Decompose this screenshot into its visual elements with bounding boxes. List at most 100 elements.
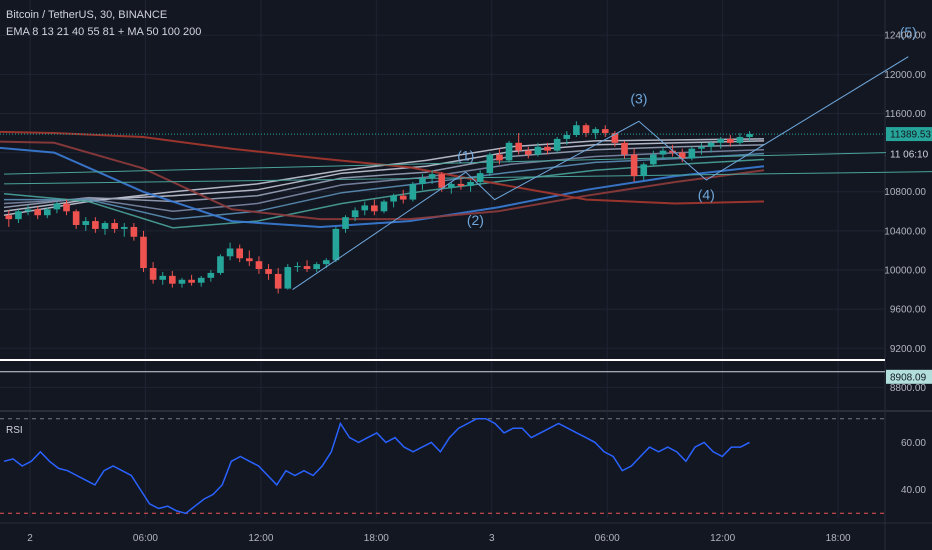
candle-6 xyxy=(63,199,70,216)
candle-body xyxy=(717,138,724,143)
time-tick-label: 3 xyxy=(489,533,495,544)
candle-28 xyxy=(274,268,282,294)
candle-body xyxy=(611,133,619,143)
price-tick-label: 10400.00 xyxy=(884,226,926,237)
support-price-tag: 8908.09 xyxy=(886,369,932,384)
candle-0 xyxy=(5,210,13,227)
candle-body xyxy=(178,279,186,284)
wave-label-4: (5) xyxy=(900,24,917,40)
candle-27 xyxy=(265,264,272,280)
candle-39 xyxy=(380,199,388,214)
candle-44 xyxy=(428,170,436,184)
price-tag-bg xyxy=(886,147,932,162)
candle-body xyxy=(322,260,330,265)
candle-body xyxy=(515,142,522,151)
candle-body xyxy=(650,154,657,165)
candle-body xyxy=(419,178,426,184)
candle-body xyxy=(342,217,349,229)
candle-body xyxy=(438,174,446,188)
symbol-title: Bitcoin / TetherUS, 30, BINANCE xyxy=(6,9,168,21)
candle-body xyxy=(101,223,109,229)
candle-body xyxy=(582,125,590,134)
candle-body xyxy=(380,201,388,212)
elliott-wave-path xyxy=(292,56,909,291)
candle-body xyxy=(92,221,99,229)
candle-body xyxy=(553,138,561,151)
candle-body xyxy=(707,142,715,147)
candle-59 xyxy=(573,121,580,137)
candle-3 xyxy=(34,206,41,220)
candle-body xyxy=(496,154,503,161)
candle-body xyxy=(746,134,753,137)
candle-body xyxy=(130,226,138,237)
candle-body xyxy=(207,272,215,278)
rsi-label: RSI xyxy=(6,425,23,436)
price-tag-text: 11 06:10 xyxy=(890,150,929,161)
candle-53 xyxy=(515,133,522,155)
candle-50 xyxy=(486,152,494,177)
candle-body xyxy=(236,248,243,259)
time-tick-label: 18:00 xyxy=(364,533,389,544)
candle-77 xyxy=(746,131,753,141)
candle-1 xyxy=(15,209,22,224)
candle-67 xyxy=(650,150,657,167)
candle-68 xyxy=(659,146,667,159)
candle-body xyxy=(294,266,301,268)
moving-average-line-1 xyxy=(3,140,765,213)
candle-19 xyxy=(188,274,195,286)
candle-34 xyxy=(332,226,340,263)
candle-12 xyxy=(120,223,128,237)
moving-average-line-8 xyxy=(0,130,765,205)
candle-22 xyxy=(217,254,224,275)
candle-body xyxy=(399,195,407,200)
price-tick-label: 9600.00 xyxy=(890,305,927,316)
candle-58 xyxy=(563,131,571,145)
candle-74 xyxy=(717,136,724,149)
candle-42 xyxy=(409,181,417,202)
candle-body xyxy=(476,173,484,182)
candle-20 xyxy=(197,275,205,287)
trendline-1 xyxy=(3,171,932,185)
candle-body xyxy=(736,136,744,143)
price-tick-label: 9200.00 xyxy=(890,344,927,355)
candle-60 xyxy=(582,123,590,137)
price-tag-bg xyxy=(886,127,932,142)
wave-label-0: (1) xyxy=(457,147,474,163)
candle-57 xyxy=(553,136,561,153)
candle-body xyxy=(573,125,580,135)
candle-17 xyxy=(169,270,176,288)
candle-7 xyxy=(72,209,80,229)
candle-body xyxy=(63,203,70,212)
candle-body xyxy=(563,135,571,139)
countdown-tag: 11 06:10 xyxy=(886,147,932,162)
candle-body xyxy=(534,146,542,155)
candle-23 xyxy=(226,242,234,261)
candle-14 xyxy=(140,230,147,272)
candle-46 xyxy=(448,181,455,194)
candle-body xyxy=(24,209,32,212)
candle-51 xyxy=(496,148,503,165)
candle-76 xyxy=(736,133,744,145)
candle-body xyxy=(169,275,176,284)
candle-body xyxy=(621,142,628,155)
rsi-line xyxy=(3,417,750,515)
time-tick-label: 2 xyxy=(27,533,33,544)
candle-body xyxy=(467,181,474,186)
candle-body xyxy=(678,152,686,159)
candle-body xyxy=(592,129,599,134)
candle-body xyxy=(630,154,638,177)
candle-71 xyxy=(688,146,696,161)
candle-body xyxy=(727,138,734,143)
candle-49 xyxy=(476,170,484,186)
candle-29 xyxy=(284,264,292,290)
candle-37 xyxy=(361,201,369,216)
candle-body xyxy=(120,226,128,229)
candle-75 xyxy=(727,135,734,147)
candle-18 xyxy=(178,277,186,288)
candle-56 xyxy=(544,142,551,155)
candle-62 xyxy=(601,125,609,137)
price-tick-label: 12000.00 xyxy=(884,70,926,81)
candle-body xyxy=(217,256,224,273)
candle-body xyxy=(409,183,417,200)
